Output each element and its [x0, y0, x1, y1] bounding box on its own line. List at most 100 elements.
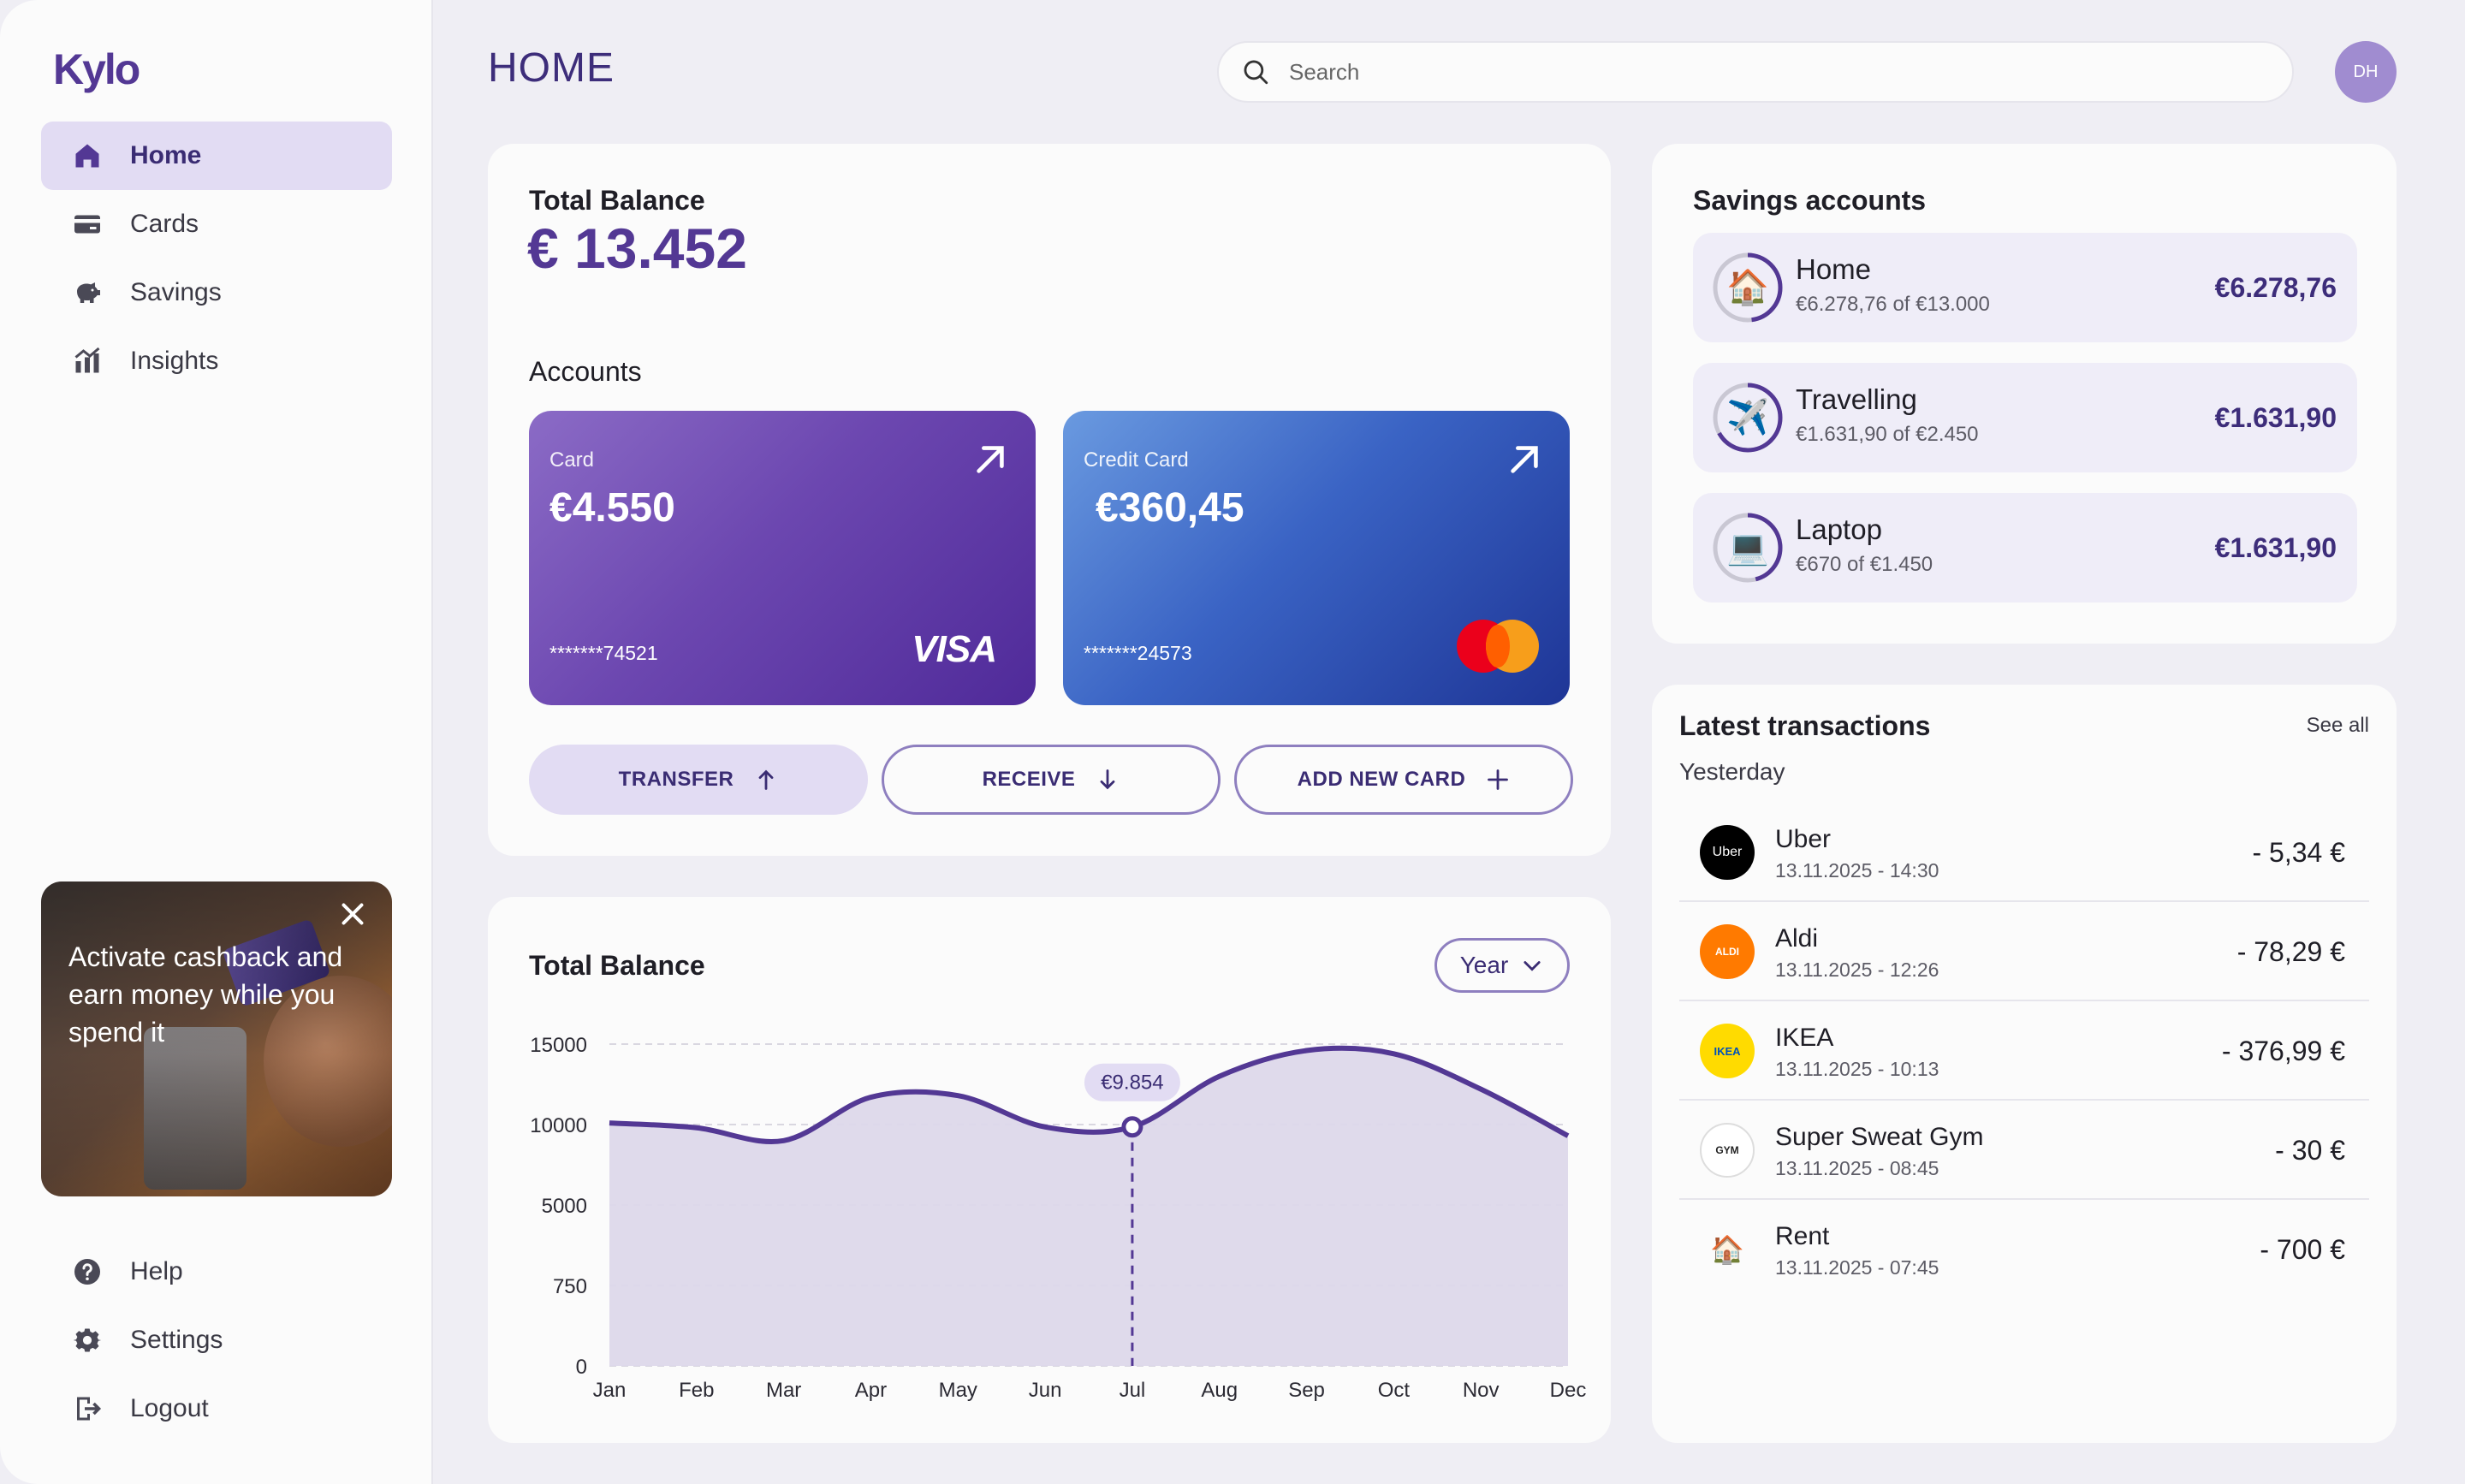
search-bar[interactable]: [1217, 41, 2294, 103]
transaction-amount: - 30 €: [2275, 1135, 2345, 1166]
help-icon: [72, 1256, 103, 1287]
add-new-card-button[interactable]: ADD NEW CARD: [1234, 745, 1573, 815]
x-tick-label: Mar: [766, 1379, 801, 1402]
balance-area-chart: 15000 10000 5000 750 0 Jan Feb Mar Apr May Jun Jul A…: [530, 1034, 1587, 1402]
savings-item[interactable]: 🏠 Home €6.278,76 of €13.000 €6.278,76: [1693, 233, 2357, 342]
sidebar-item-insights[interactable]: Insights: [41, 327, 392, 395]
visa-logo: VISA: [912, 628, 997, 670]
transactions-title: Latest transactions: [1679, 710, 1931, 741]
x-tick-label: Feb: [679, 1379, 714, 1402]
y-tick-label: 0: [576, 1356, 587, 1379]
savings-amount: €1.631,90: [2214, 532, 2337, 563]
card-amount: €4.550: [549, 485, 675, 531]
sidebar-item-cards[interactable]: Cards: [41, 190, 392, 258]
chevron-down-icon: [1524, 961, 1541, 971]
accounts-label: Accounts: [529, 356, 642, 387]
card-icon: [72, 209, 103, 240]
sidebar-item-settings[interactable]: Settings: [41, 1306, 392, 1374]
transaction-name: Uber: [1775, 825, 1832, 853]
sidebar-item-label: Logout: [130, 1394, 209, 1422]
gear-icon: [72, 1325, 103, 1356]
savings-amount: €1.631,90: [2214, 402, 2337, 433]
transfer-button[interactable]: TRANSFER: [529, 745, 868, 815]
transaction-amount: - 700 €: [2260, 1234, 2345, 1265]
card-type: Card: [549, 448, 595, 472]
balance-chart-panel: Total Balance Year 15000 10000 5000 750 0 Jan…: [488, 897, 1611, 1443]
transaction-name: Rent: [1775, 1222, 1830, 1250]
arrow-up-right-icon[interactable]: [971, 440, 1010, 479]
sidebar-item-label: Cards: [130, 210, 199, 238]
sidebar-bottom-nav: Help Settings Logout: [41, 1238, 392, 1443]
transaction-row[interactable]: ALDI Aldi 13.11.2025 - 12:26 - 78,29 €: [1679, 902, 2369, 1001]
aldi-logo-icon: ALDI: [1700, 924, 1755, 979]
transaction-date: 13.11.2025 - 08:45: [1775, 1157, 1939, 1179]
logout-icon: [72, 1393, 103, 1424]
savings-progress-text: €6.278,76 of €13.000: [1796, 293, 1990, 316]
savings-item[interactable]: ✈️ Travelling €1.631,90 of €2.450 €1.631,90: [1693, 363, 2357, 472]
transaction-date: 13.11.2025 - 10:13: [1775, 1058, 1939, 1080]
card-amount: €360,45: [1096, 485, 1244, 531]
search-icon: [1244, 60, 1268, 85]
promo-image-terminal: [144, 1027, 246, 1190]
transaction-row[interactable]: IKEA IKEA 13.11.2025 - 10:13 - 376,99 €: [1679, 1001, 2369, 1101]
credit-card[interactable]: Credit Card €360,45 *******24573: [1063, 411, 1570, 705]
debit-card[interactable]: Card €4.550 *******74521 VISA: [529, 411, 1036, 705]
sidebar-item-help[interactable]: Help: [41, 1238, 392, 1306]
transaction-date: 13.11.2025 - 12:26: [1775, 959, 1939, 981]
chart-title: Total Balance: [529, 950, 705, 981]
see-all-link[interactable]: See all: [2306, 714, 2369, 737]
plus-icon: [1488, 769, 1509, 790]
arrow-up-icon: [758, 769, 774, 790]
sidebar-nav: Home Cards Savings Insights: [41, 122, 392, 395]
sidebar-item-label: Help: [130, 1257, 183, 1285]
total-balance-value: € 13.452: [527, 217, 747, 280]
y-tick-label: 15000: [530, 1034, 587, 1057]
close-icon[interactable]: [337, 899, 368, 929]
sidebar-item-savings[interactable]: Savings: [41, 258, 392, 327]
sidebar-item-home[interactable]: Home: [41, 122, 392, 190]
transaction-row[interactable]: GYM Super Sweat Gym 13.11.2025 - 08:45 - 30…: [1679, 1101, 2369, 1200]
y-tick-label: 750: [553, 1275, 587, 1298]
sidebar-item-label: Settings: [130, 1326, 223, 1354]
period-select[interactable]: Year: [1434, 938, 1570, 993]
savings-item[interactable]: 💻 Laptop €670 of €1.450 €1.631,90: [1693, 493, 2357, 603]
cashback-promo[interactable]: Activate cashback and earn money while y…: [41, 881, 392, 1196]
avatar[interactable]: DH: [2335, 41, 2397, 103]
transaction-name: Super Sweat Gym: [1775, 1123, 1984, 1151]
transaction-amount: - 78,29 €: [2236, 936, 2345, 967]
transaction-row[interactable]: Uber Uber 13.11.2025 - 14:30 - 5,34 €: [1679, 803, 2369, 902]
transaction-date: 13.11.2025 - 07:45: [1775, 1256, 1939, 1279]
card-type: Credit Card: [1084, 448, 1189, 472]
tooltip-bubble: [1084, 1063, 1180, 1101]
sidebar-item-logout[interactable]: Logout: [41, 1374, 392, 1443]
promo-image-hand: [264, 976, 392, 1147]
card-number: *******24573: [1084, 642, 1192, 664]
transaction-row[interactable]: 🏠 Rent 13.11.2025 - 07:45 - 700 €: [1679, 1200, 2369, 1299]
savings-panel: Savings accounts 🏠 Home €6.278,76 of €13.0…: [1652, 144, 2397, 644]
sidebar-item-label: Savings: [130, 278, 222, 306]
receive-button[interactable]: RECEIVE: [882, 745, 1221, 815]
sidebar-item-label: Insights: [130, 347, 219, 375]
x-tick-label: Jul: [1120, 1379, 1146, 1402]
transaction-amount: - 5,34 €: [2252, 837, 2345, 868]
y-tick-label: 10000: [530, 1114, 587, 1137]
progress-ring: [1713, 383, 1783, 453]
x-tick-label: Dec: [1550, 1379, 1587, 1402]
savings-progress-text: €1.631,90 of €2.450: [1796, 423, 1979, 446]
piggy-bank-icon: [72, 277, 103, 308]
transaction-amount: - 376,99 €: [2221, 1036, 2345, 1066]
uber-logo-icon: Uber: [1700, 825, 1755, 880]
search-input[interactable]: [1289, 58, 2230, 86]
promo-text: Activate cashback and earn money while y…: [68, 941, 343, 1048]
home-icon: [72, 140, 103, 171]
x-tick-label: Sep: [1288, 1379, 1325, 1402]
savings-title: Savings accounts: [1693, 185, 1927, 216]
sidebar-item-label: Home: [130, 141, 202, 169]
x-tick-label: Oct: [1378, 1379, 1411, 1402]
arrow-up-right-icon[interactable]: [1505, 440, 1544, 479]
ikea-logo-icon: IKEA: [1700, 1024, 1755, 1078]
progress-ring: [1713, 252, 1783, 323]
transactions-panel: Latest transactions See all Yesterday Ub…: [1652, 685, 2397, 1443]
savings-progress-text: €670 of €1.450: [1796, 553, 1933, 576]
